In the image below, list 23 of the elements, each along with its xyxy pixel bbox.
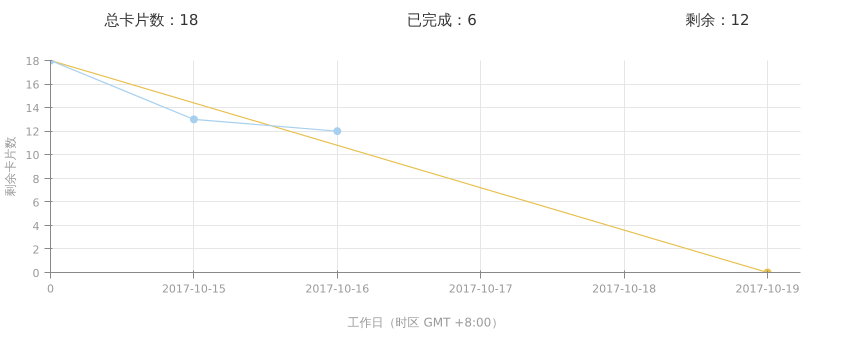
y-axis-title: 剩余卡片数 xyxy=(4,136,18,196)
x-tick-label: 0 xyxy=(47,282,54,296)
y-tick-label: 10 xyxy=(26,149,40,162)
y-tick-label: 0 xyxy=(32,267,40,280)
y-tick-label: 2 xyxy=(32,243,40,256)
x-tick-label: 2017-10-18 xyxy=(592,282,656,296)
point xyxy=(333,127,342,136)
x-tick-label: 2017-10-17 xyxy=(448,282,513,296)
point xyxy=(190,115,198,124)
y-tick-label: 8 xyxy=(32,172,40,186)
y-tick-label: 18 xyxy=(26,55,40,68)
text: 总卡片数：18 xyxy=(104,10,198,31)
x-tick-label: 2017-10-15 xyxy=(162,282,226,296)
y-tick-label: 14 xyxy=(26,102,40,116)
text: 已完成：6 xyxy=(407,10,477,31)
x-tick-label: 2017-10-19 xyxy=(736,282,800,296)
y-tick-label: 12 xyxy=(26,126,40,139)
x-tick-label: 2017-10-16 xyxy=(305,282,370,296)
y-tick-label: 4 xyxy=(32,220,40,233)
x-axis-title: 工作日（时区 GMT +8:00） xyxy=(348,316,504,330)
text: 剩余：12 xyxy=(686,10,750,31)
y-tick-label: 6 xyxy=(32,196,40,210)
y-tick-label: 16 xyxy=(26,78,40,92)
